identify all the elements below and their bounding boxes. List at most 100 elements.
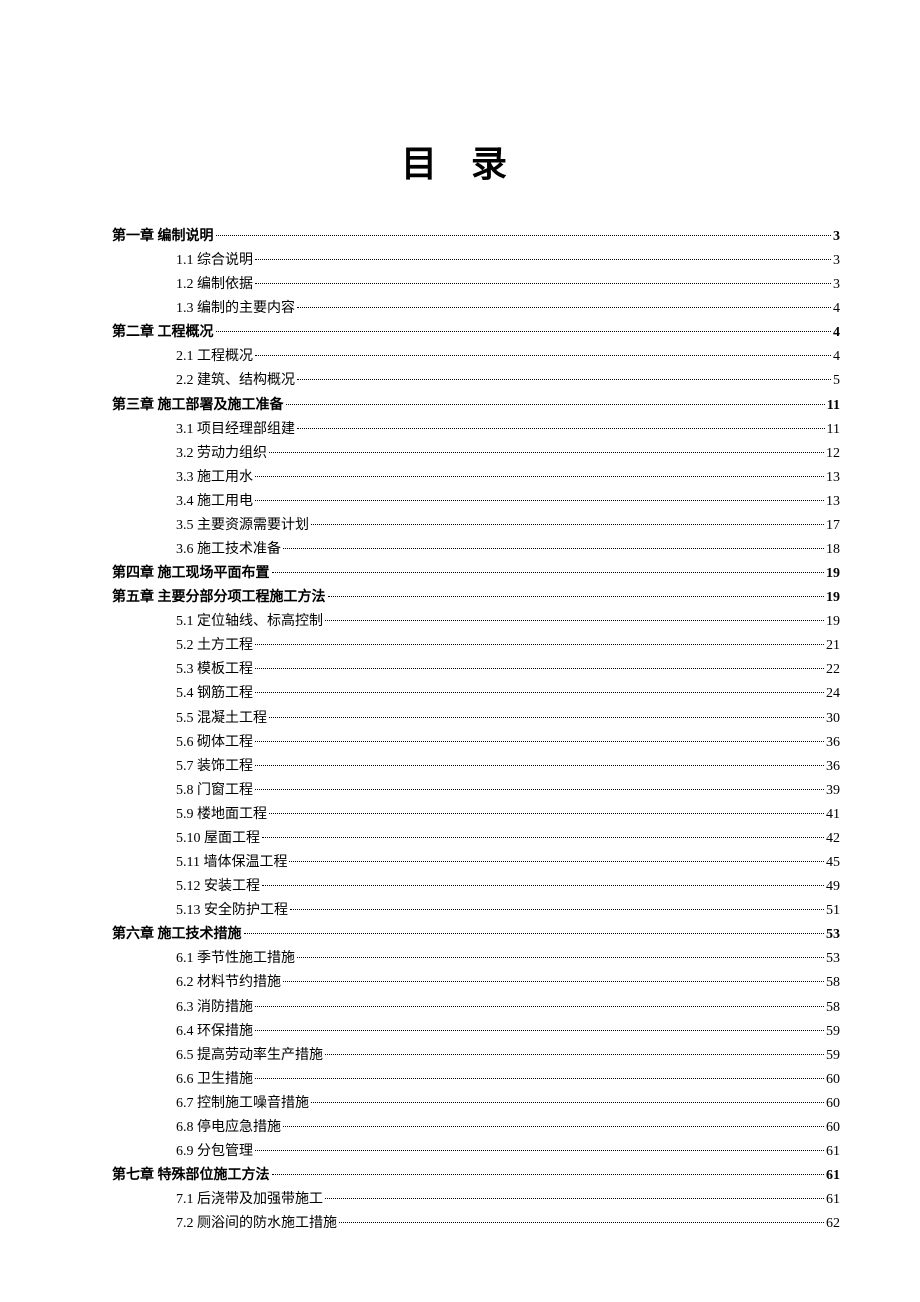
toc-entry-page: 19 bbox=[826, 586, 840, 610]
toc-entry: 6.7 控制施工噪音措施60 bbox=[80, 1092, 840, 1116]
toc-leader-dots bbox=[297, 307, 831, 308]
toc-entry: 1.2 编制依据3 bbox=[80, 273, 840, 297]
toc-entry-label: 第二章 工程概况 bbox=[112, 321, 214, 345]
toc-leader-dots bbox=[297, 428, 825, 429]
toc-entry-page: 11 bbox=[827, 418, 840, 442]
toc-entry-page: 61 bbox=[826, 1188, 840, 1212]
toc-leader-dots bbox=[262, 885, 824, 886]
toc-entry: 第五章 主要分部分项工程施工方法 19 bbox=[80, 586, 840, 610]
toc-entry: 5.8 门窗工程 39 bbox=[80, 779, 840, 803]
toc-entry: 5.13 安全防护工程51 bbox=[80, 899, 840, 923]
toc-entry-page: 41 bbox=[826, 803, 840, 827]
toc-leader-dots bbox=[255, 668, 824, 669]
toc-entry: 5.1 定位轴线、标高控制19 bbox=[80, 610, 840, 634]
toc-entry-label: 5.5 混凝土工程 bbox=[176, 707, 267, 731]
toc-leader-dots bbox=[255, 741, 824, 742]
toc-entry-page: 45 bbox=[826, 851, 840, 875]
toc-leader-dots bbox=[255, 765, 824, 766]
toc-entry-label: 5.12 安装工程 bbox=[176, 875, 260, 899]
toc-entry-label: 5.4 钢筋工程 bbox=[176, 682, 253, 706]
toc-leader-dots bbox=[269, 717, 824, 718]
toc-entry-label: 6.2 材料节约措施 bbox=[176, 971, 281, 995]
toc-leader-dots bbox=[297, 957, 824, 958]
toc-entry-page: 3 bbox=[833, 249, 840, 273]
toc-entry: 1.1 综合说明3 bbox=[80, 249, 840, 273]
toc-leader-dots bbox=[269, 452, 824, 453]
toc-leader-dots bbox=[255, 692, 824, 693]
toc-entry-label: 7.1 后浇带及加强带施工 bbox=[176, 1188, 323, 1212]
toc-entry-page: 58 bbox=[826, 996, 840, 1020]
toc-entry-label: 3.1 项目经理部组建 bbox=[176, 418, 295, 442]
toc-leader-dots bbox=[244, 933, 825, 934]
toc-entry: 2.2 建筑、结构概况5 bbox=[80, 369, 840, 393]
toc-leader-dots bbox=[311, 1102, 824, 1103]
toc-entry-label: 6.3 消防措施 bbox=[176, 996, 253, 1020]
toc-entry-label: 6.9 分包管理 bbox=[176, 1140, 253, 1164]
toc-entry: 3.6 施工技术准备 18 bbox=[80, 538, 840, 562]
toc-entry-page: 5 bbox=[833, 369, 840, 393]
toc-entry: 3.3 施工用水13 bbox=[80, 466, 840, 490]
toc-entry-page: 59 bbox=[826, 1044, 840, 1068]
toc-entry: 第二章 工程概况4 bbox=[80, 321, 840, 345]
toc-leader-dots bbox=[290, 909, 824, 910]
toc-entry-label: 5.8 门窗工程 bbox=[176, 779, 253, 803]
toc-entry-page: 62 bbox=[826, 1212, 840, 1236]
toc-entry-label: 5.9 楼地面工程 bbox=[176, 803, 267, 827]
toc-entry-page: 53 bbox=[826, 947, 840, 971]
toc-entry-page: 12 bbox=[826, 442, 840, 466]
toc-entry-label: 6.8 停电应急措施 bbox=[176, 1116, 281, 1140]
toc-entry-label: 第五章 主要分部分项工程施工方法 bbox=[112, 586, 326, 610]
toc-entry-label: 5.7 装饰工程 bbox=[176, 755, 253, 779]
toc-entry: 3.5 主要资源需要计划17 bbox=[80, 514, 840, 538]
toc-entry-label: 6.7 控制施工噪音措施 bbox=[176, 1092, 309, 1116]
toc-entry-page: 18 bbox=[826, 538, 840, 562]
toc-entry-label: 5.10 屋面工程 bbox=[176, 827, 260, 851]
toc-leader-dots bbox=[283, 981, 824, 982]
toc-entry-page: 30 bbox=[826, 707, 840, 731]
toc-entry-page: 60 bbox=[826, 1116, 840, 1140]
toc-entry: 5.10 屋面工程42 bbox=[80, 827, 840, 851]
toc-leader-dots bbox=[255, 1006, 824, 1007]
toc-leader-dots bbox=[325, 1054, 824, 1055]
toc-entry: 5.5 混凝土工程 30 bbox=[80, 707, 840, 731]
toc-leader-dots bbox=[297, 379, 831, 380]
toc-entry-page: 13 bbox=[826, 490, 840, 514]
toc-entry: 7.1 后浇带及加强带施工 61 bbox=[80, 1188, 840, 1212]
toc-entry-label: 3.6 施工技术准备 bbox=[176, 538, 281, 562]
toc-entry: 6.3 消防措施 58 bbox=[80, 996, 840, 1020]
toc-leader-dots bbox=[272, 572, 825, 573]
toc-leader-dots bbox=[255, 1078, 824, 1079]
toc-entry-page: 60 bbox=[826, 1068, 840, 1092]
toc-entry: 6.4 环保措施59 bbox=[80, 1020, 840, 1044]
toc-entry-page: 21 bbox=[826, 634, 840, 658]
toc-entry-label: 第三章 施工部署及施工准备 bbox=[112, 394, 284, 418]
toc-entry-page: 39 bbox=[826, 779, 840, 803]
toc-entry-label: 5.13 安全防护工程 bbox=[176, 899, 288, 923]
toc-entry-page: 58 bbox=[826, 971, 840, 995]
toc-leader-dots bbox=[255, 355, 831, 356]
toc-entry-label: 6.1 季节性施工措施 bbox=[176, 947, 295, 971]
toc-leader-dots bbox=[325, 620, 824, 621]
toc-leader-dots bbox=[255, 644, 824, 645]
toc-entry: 3.4 施工用电13 bbox=[80, 490, 840, 514]
toc-entry: 第一章 编制说明3 bbox=[80, 225, 840, 249]
toc-leader-dots bbox=[216, 235, 832, 236]
toc-entry-page: 53 bbox=[826, 923, 840, 947]
toc-entry-label: 5.3 模板工程 bbox=[176, 658, 253, 682]
toc-leader-dots bbox=[255, 476, 824, 477]
toc-entry-page: 22 bbox=[826, 658, 840, 682]
toc-entry-page: 49 bbox=[826, 875, 840, 899]
toc-entry-page: 11 bbox=[827, 394, 840, 418]
toc-entry-label: 6.5 提高劳动率生产措施 bbox=[176, 1044, 323, 1068]
toc-leader-dots bbox=[325, 1198, 824, 1199]
toc-entry-page: 59 bbox=[826, 1020, 840, 1044]
toc-leader-dots bbox=[339, 1222, 824, 1223]
table-of-contents: 第一章 编制说明31.1 综合说明31.2 编制依据31.3 编制的主要内容4第… bbox=[80, 225, 840, 1236]
toc-entry-page: 3 bbox=[833, 273, 840, 297]
toc-entry: 6.1 季节性施工措施 53 bbox=[80, 947, 840, 971]
toc-leader-dots bbox=[262, 837, 824, 838]
toc-entry: 5.9 楼地面工程 41 bbox=[80, 803, 840, 827]
toc-entry-label: 2.1 工程概况 bbox=[176, 345, 253, 369]
toc-entry-page: 17 bbox=[826, 514, 840, 538]
toc-entry-label: 1.3 编制的主要内容 bbox=[176, 297, 295, 321]
